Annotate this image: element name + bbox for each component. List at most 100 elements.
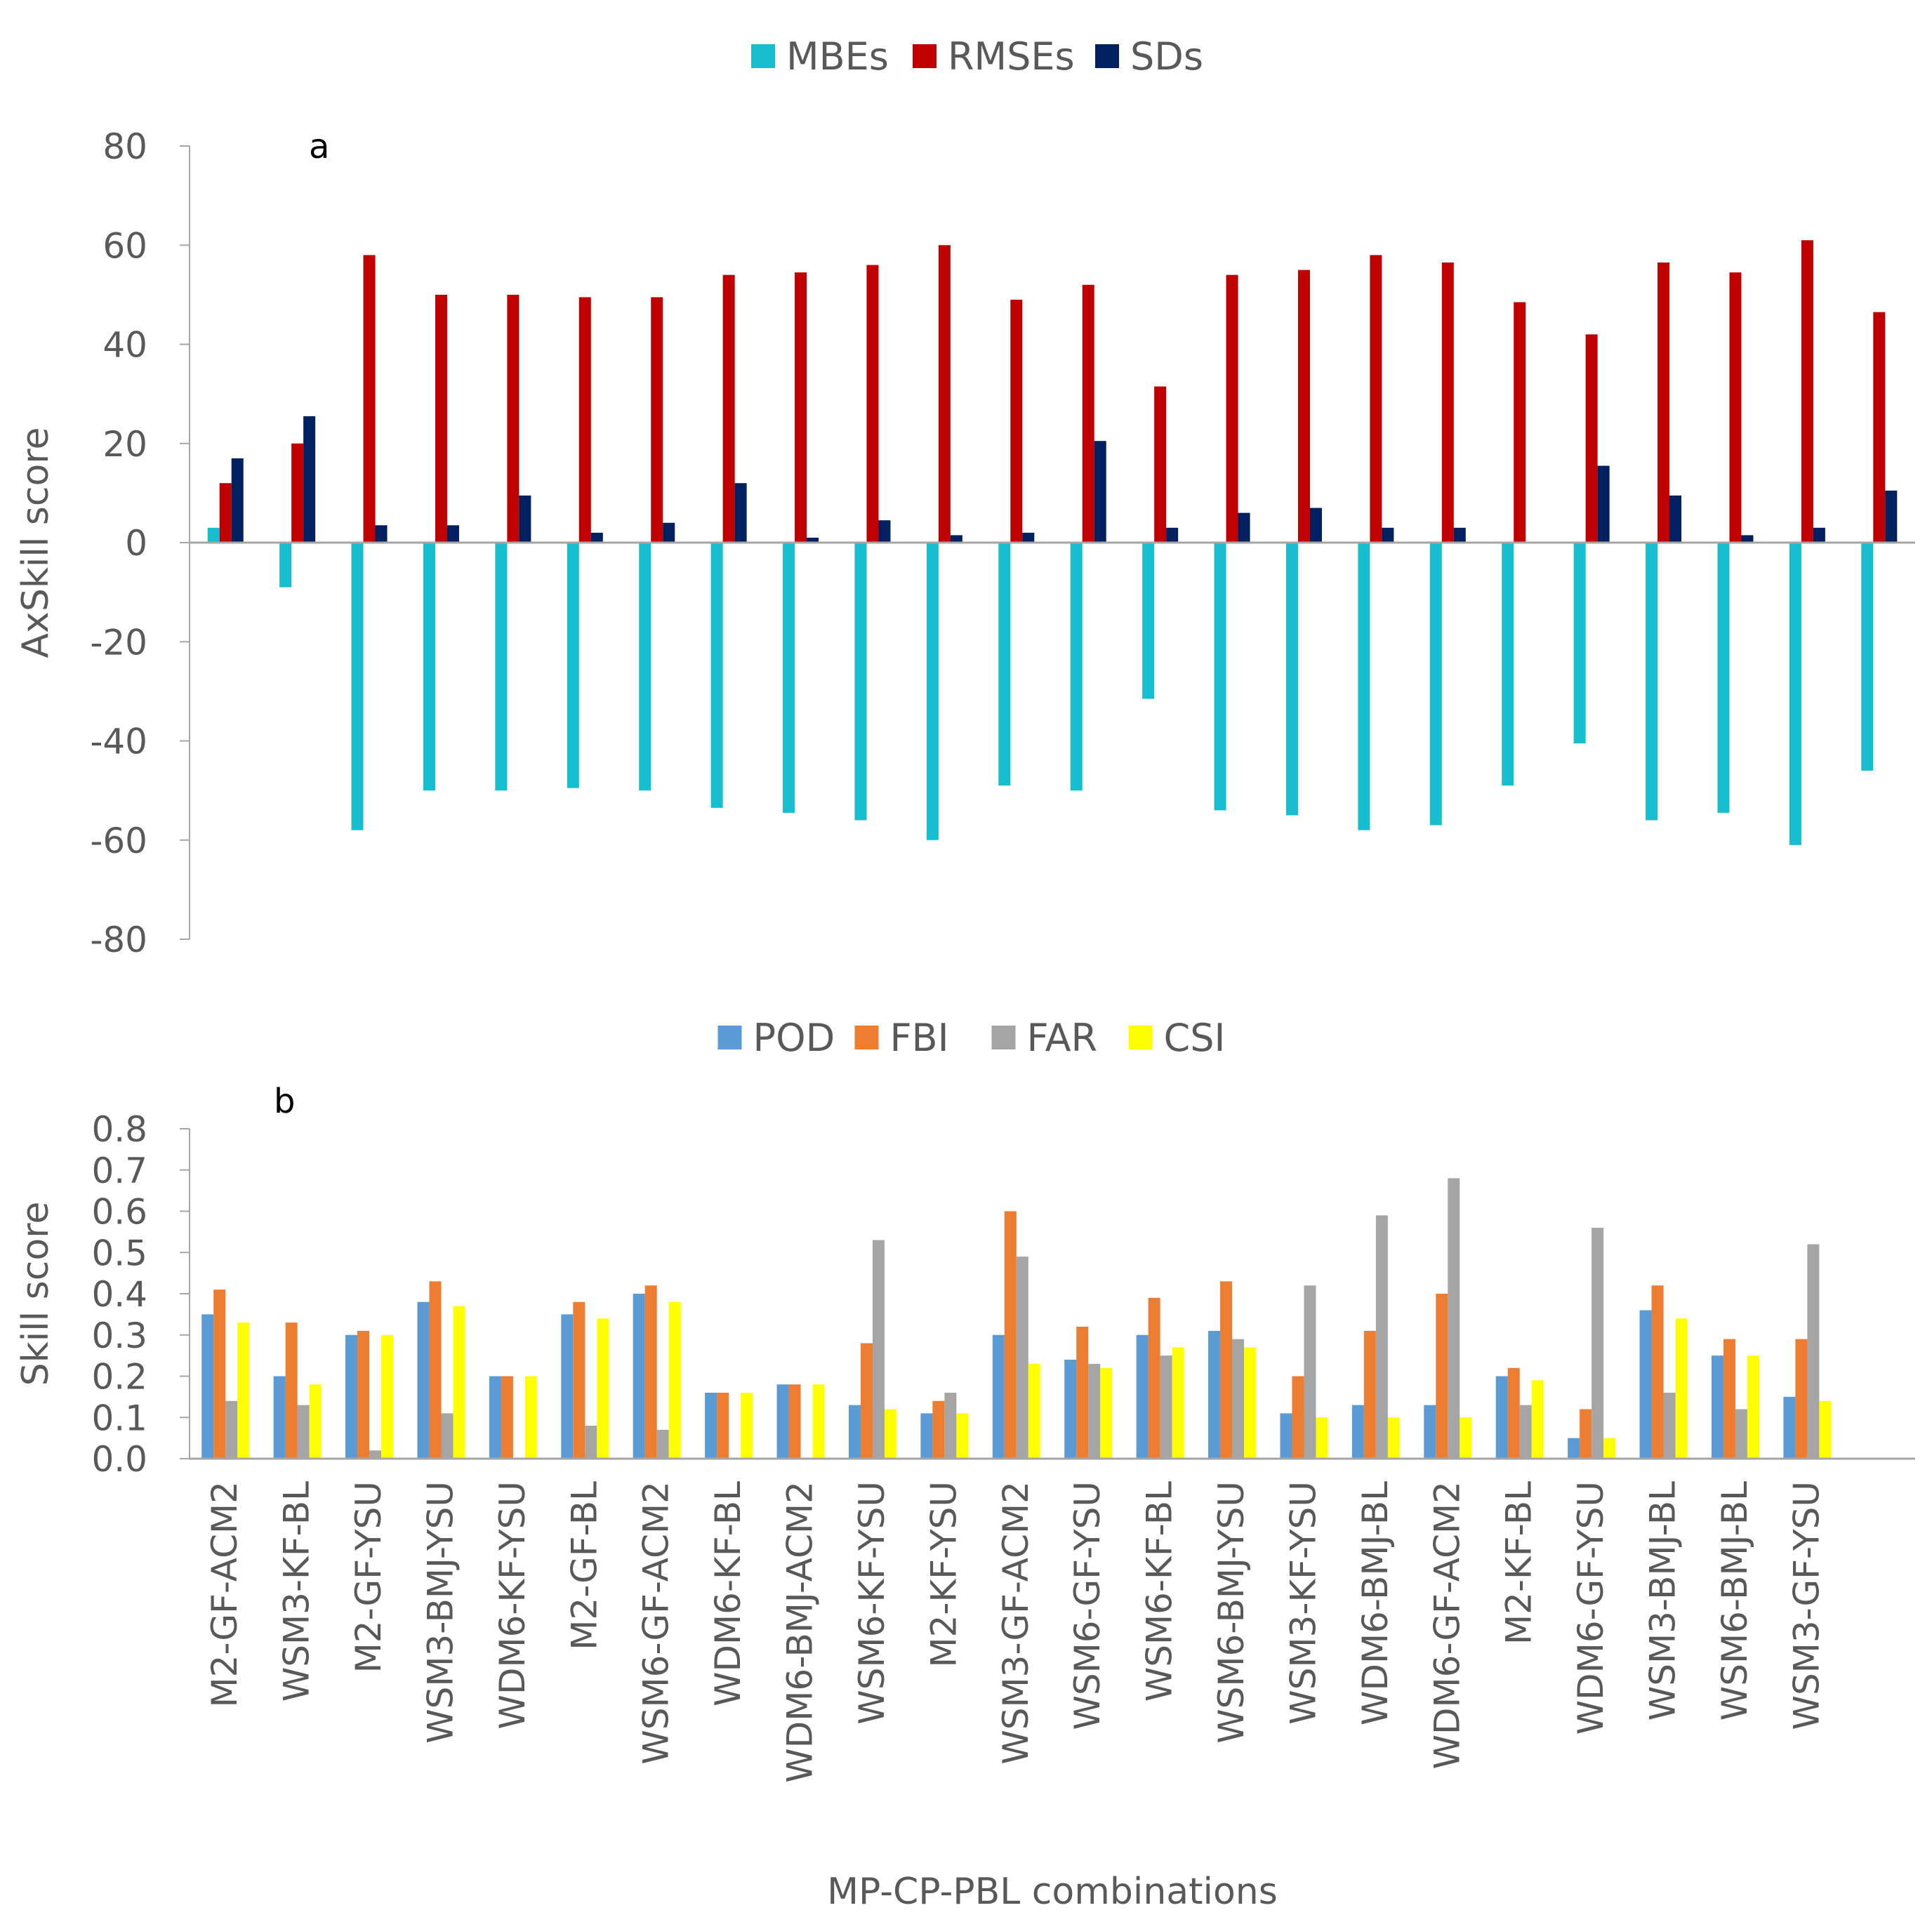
y-tick-label: 0.0 [91,1439,147,1480]
bar-far: FAR: 0.14 [225,1400,238,1459]
bar-pod: POD: 0.2 [489,1376,501,1459]
bar-far: FAR: 0.56 [1592,1228,1604,1459]
bar-csi: CSI: 0.27 [1172,1347,1184,1459]
bar-csi: CSI: 0.3 [381,1334,394,1459]
bar-pod: POD: 0.31 [1208,1330,1221,1459]
bar-mbes: MBEs: -55 [1285,543,1298,816]
bar-far: FAR: 0.13 [297,1405,310,1459]
bar-pod: POD: 0.24 [1064,1360,1077,1459]
bar-pod: POD: 0.3 [992,1334,1005,1459]
legend-swatch [717,1026,742,1049]
legend-label: POD [753,1016,835,1060]
series-pod: POD: 0.35 POD: 0.2 POD: 0.3 POD: 0.38 POD: 0… [201,1294,1796,1459]
y-tick-label: -80 [90,920,147,960]
x-category-label: WDM6-BMJ-ACM2 [780,1481,821,1783]
bar-sds: SDs: 2 [590,532,603,543]
bar-rmses: RMSEs: 54 [722,274,735,543]
bar-far: FAR: 0.08 [585,1426,597,1459]
bar-mbes: MBEs: -61 [1789,543,1801,845]
bar-fbi: FBI: 0.28 [860,1343,873,1459]
bar-rmses: RMSEs: 54.5 [795,272,807,543]
bar-pod: POD: 0.05 [1568,1438,1580,1459]
bar-rmses: RMSEs: 46.5 [1873,312,1886,543]
bar-pod: POD: 0.35 [201,1314,214,1459]
bar-pod: POD: 0.3 [1136,1334,1149,1459]
bar-fbi: FBI: 0.2 [501,1376,513,1459]
bar-pod: POD: 0.2 [273,1376,286,1459]
x-category-label: WSM6-BMJ-YSU [1211,1481,1252,1744]
chart-panel-b: 0.80.70.60.50.40.30.20.10.0POD: 0.35POD:… [15,1016,1915,1913]
x-axis-title: MP-CP-PBL combinations [827,1871,1278,1913]
panel-letter: b [274,1082,295,1121]
bar-mbes: MBEs: -54 [1214,543,1226,811]
legend-label: SDs [1130,34,1203,79]
bar-rmses: RMSEs: 58 [1370,255,1382,543]
bar-sds: SDs: 9.5 [519,495,531,543]
bar-far: FAR: 0.07 [656,1429,669,1459]
legend-swatch [913,44,937,68]
bar-csi: CSI: 0.11 [956,1413,969,1459]
bar-fbi: FBI: 0.38 [573,1301,585,1459]
legend-item-mbes: MBEs [751,34,889,79]
bar-sds: SDs: 15.5 [1597,465,1610,543]
x-category-label: WSM6-KF-YSU [852,1481,892,1725]
bar-sds: SDs: 3 [1382,527,1394,543]
y-tick-label: -60 [90,821,147,861]
x-category-label: WDM6-BMJ-BL [1355,1481,1396,1725]
bar-pod: POD: 0.36 [1639,1310,1652,1459]
y-tick-label: 0.3 [91,1315,147,1356]
x-category-label: WDM6-KF-YSU [492,1481,533,1729]
bar-fbi: FBI: 0.33 [285,1323,298,1459]
panel-letter: a [309,127,329,166]
bar-mbes: MBEs: -56 [1646,543,1658,821]
x-category-label: M2-KF-BL [1499,1481,1540,1645]
x-category-label: WSM6-KF-BL [1139,1481,1180,1702]
series-csi: CSI: 0.33 CSI: 0.18 CSI: 0.3 CSI: 0.37 CSI: … [237,1301,1832,1459]
bar-pod: POD: 0.15 [1783,1396,1796,1459]
bar-csi: CSI: 0.37 [453,1306,465,1459]
x-category-label: WDM6-KF-BL [708,1481,748,1706]
x-category-label: WSM6-GF-YSU [1067,1481,1108,1730]
bar-mbes: MBEs: -49 [998,543,1011,786]
legend-item-far: FAR [991,1016,1097,1060]
bar-rmses: RMSEs: 49.5 [578,297,591,543]
bar-rmses: RMSEs: 55 [1297,270,1310,543]
series-sds: SDs: 17 SDs: 25.5 SDs: 3.5 SDs: 3.5 SDs: 9.5… [231,416,1898,543]
bar-far: FAR: 0.13 [1519,1405,1532,1459]
y-tick-label: 0.6 [91,1192,147,1233]
bar-mbes: MBEs: -50 [1070,543,1083,791]
x-category-label: M2-GF-BL [564,1481,604,1650]
bar-sds: SDs: 12 [734,483,747,543]
bar-csi: CSI: 0.05 [1603,1438,1616,1459]
bar-fbi: FBI: 0.43 [1220,1281,1233,1459]
y-tick-label: 60 [102,225,147,266]
bar-sds: SDs: 1.5 [950,535,962,543]
legend-item-fbi: FBI [854,1016,949,1060]
bar-pod: POD: 0.3 [345,1334,358,1459]
bar-sds: SDs: 3.5 [375,525,388,543]
bar-fbi: FBI: 0.29 [1795,1339,1808,1459]
bar-fbi: FBI: 0.32 [1076,1327,1089,1459]
bar-csi: CSI: 0.27 [1244,1347,1257,1459]
bar-mbes: MBEs: -9 [279,543,292,588]
bar-pod: POD: 0.18 [776,1384,789,1459]
bar-sds: SDs: 17 [231,458,244,543]
bar-mbes: MBEs: 3 [207,527,220,543]
x-category-label: WSM6-BMJ-BL [1714,1481,1755,1721]
legend-swatch [1095,44,1119,68]
bar-fbi: FBI: 0.16 [717,1393,729,1459]
bar-mbes: MBEs: -31.5 [1142,543,1155,699]
bar-far: FAR: 0.12 [1735,1409,1747,1459]
bar-pod: POD: 0.2 [1495,1376,1508,1459]
bar-mbes: MBEs: -60 [926,543,939,840]
legend-swatch [1128,1026,1153,1049]
bar-rmses: RMSEs: 58 [363,255,376,543]
bar-csi: CSI: 0.18 [812,1384,825,1459]
y-axis-title: AxSkill score [15,427,57,658]
bar-fbi: FBI: 0.42 [1651,1285,1664,1459]
bar-mbes: MBEs: -56 [854,543,867,821]
x-category-label: WSM3-GF-YSU [1786,1481,1827,1730]
bar-fbi: FBI: 0.31 [1363,1330,1376,1459]
